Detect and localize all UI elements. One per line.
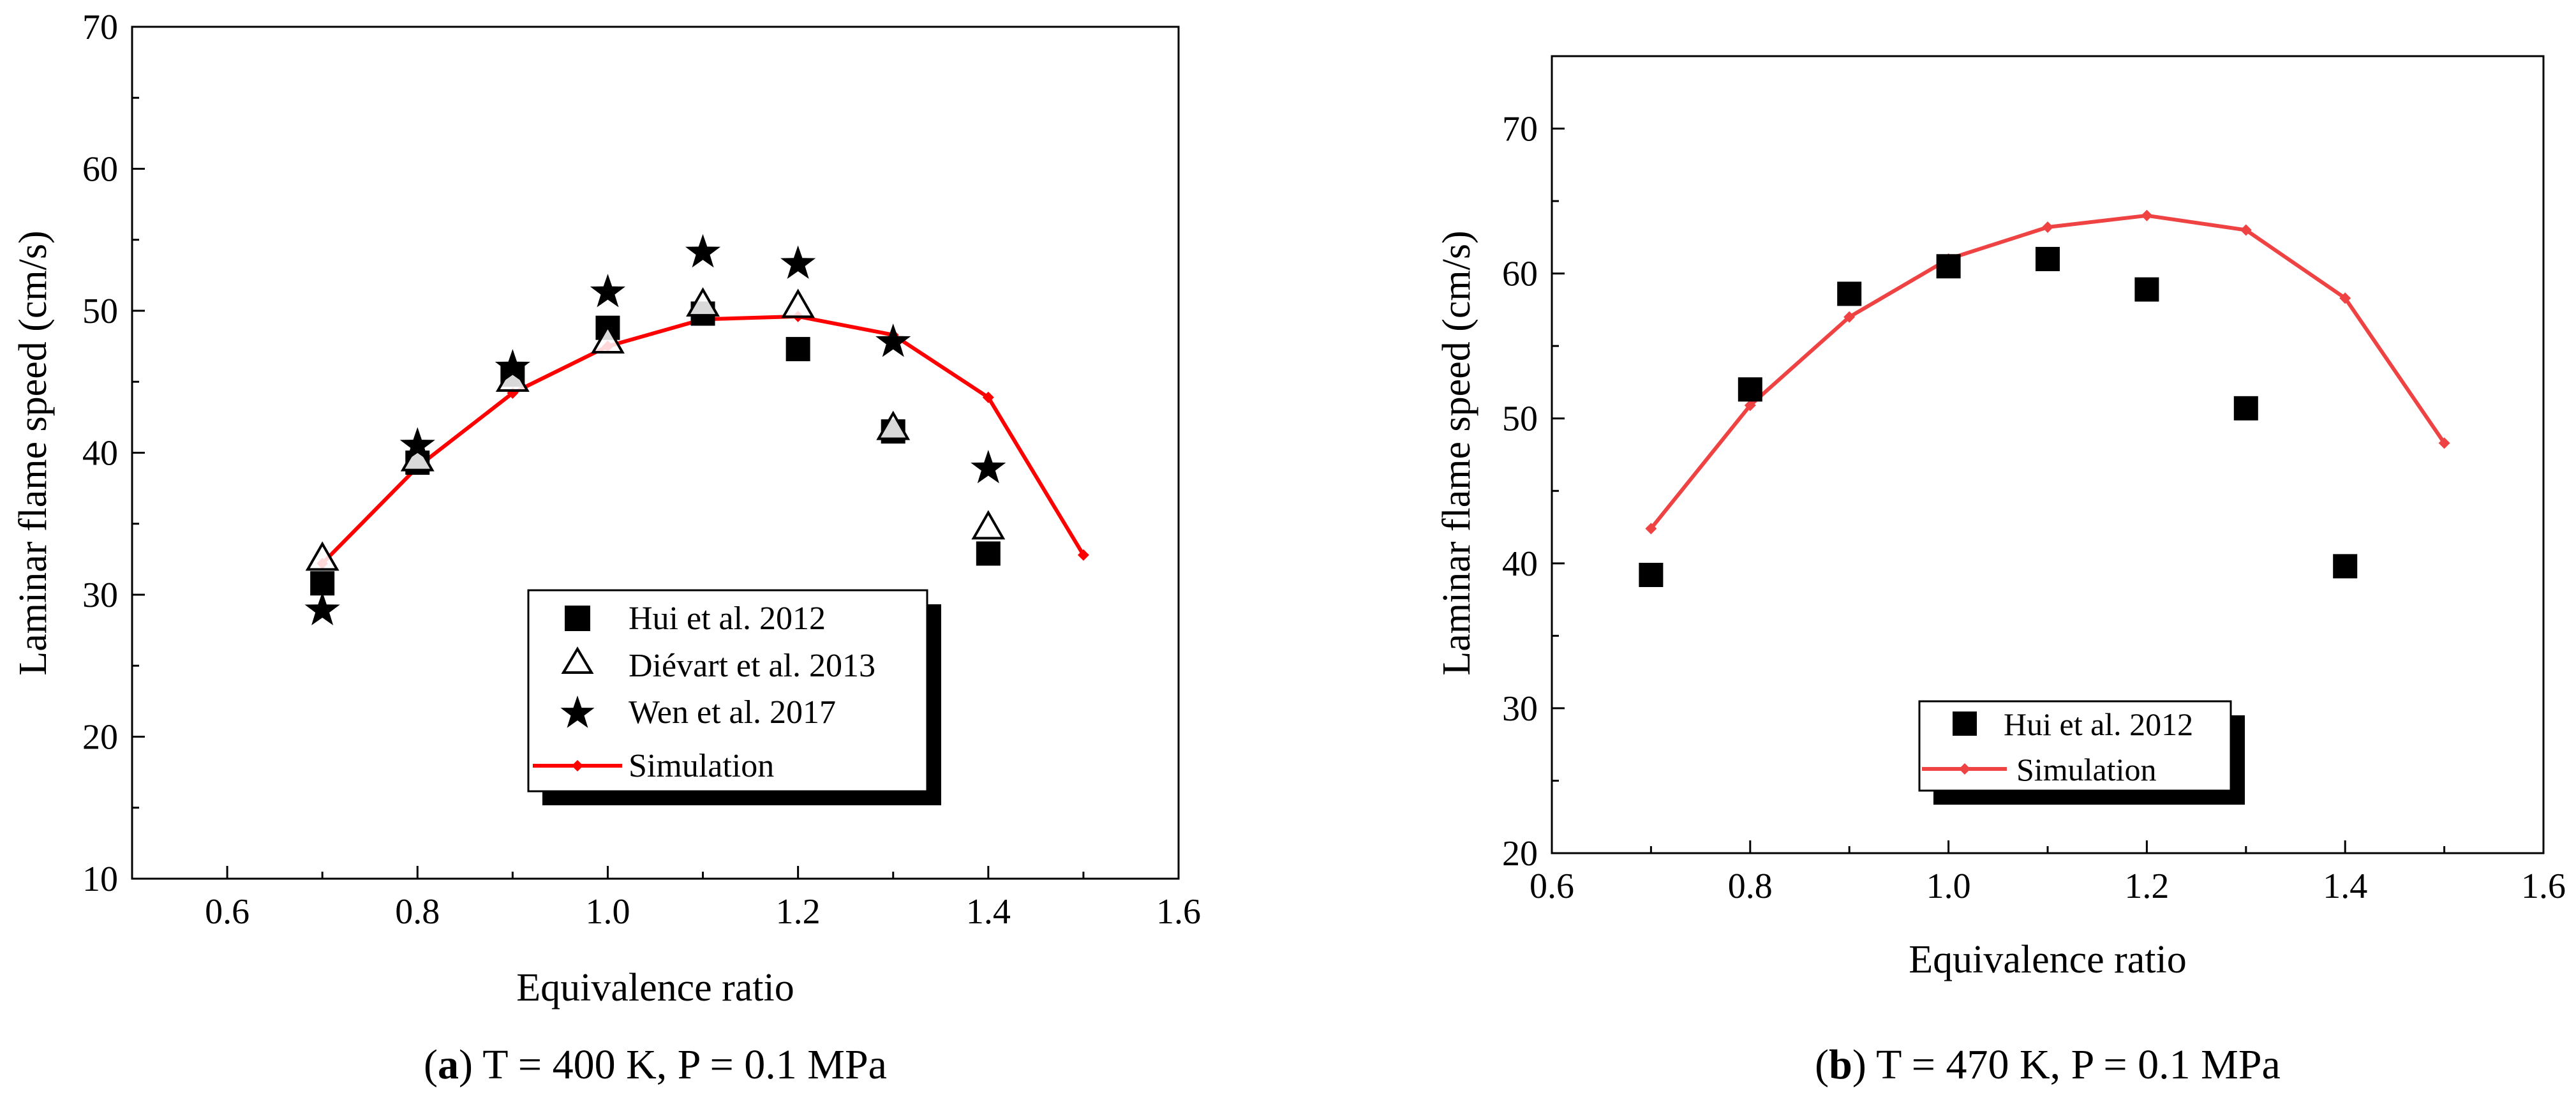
caption-a-label: a [438, 1041, 459, 1088]
x-tick-label: 0.8 [1728, 867, 1773, 906]
x-tick-label: 1.0 [585, 892, 630, 932]
legend-marker-star [560, 696, 595, 728]
chart-panel-b: 0.6 0.8 1.0 1.2 1.4 1.6 20 30 40 50 60 70 Equivale… [1435, 55, 2566, 1088]
x-tick-label: 1.4 [966, 892, 1011, 932]
point-hui [785, 337, 810, 362]
point-wen [399, 427, 435, 461]
point-hui [2134, 277, 2159, 302]
legend-marker-diamond-b [1959, 763, 1970, 775]
legend-label-simulation-a: Simulation [629, 748, 774, 784]
caption-a-text: T = 400 K, P = 0.1 MPa [482, 1041, 887, 1088]
point-hui [1837, 281, 1862, 306]
legend-a: Hui et al. 2012 Diévart et al. 2013 Wen … [527, 589, 941, 805]
point-dievart [590, 324, 625, 354]
legend-b: Hui et al. 2012 Simulation [1918, 700, 2245, 805]
y-axis-label-a: Laminar flame speed (cm/s) [11, 230, 55, 675]
chart-panel-a: 0.6 0.8 1.0 1.2 1.4 1.6 10 20 30 40 50 60 70 Equiva… [11, 8, 1201, 1088]
point-dievart [971, 510, 1006, 540]
y-tick-label: 10 [82, 860, 118, 899]
y-tick-label: 40 [82, 434, 118, 473]
y-tick-label: 60 [1502, 255, 1538, 294]
series-line-simulation [321, 314, 1085, 565]
point-dievart [876, 410, 911, 440]
point-wen [304, 592, 340, 625]
y-tick-labels-b: 20 30 40 50 60 70 [1502, 110, 1538, 874]
point-hui [976, 541, 1001, 566]
x-tick-label: 0.6 [205, 892, 249, 932]
point-hui [1639, 562, 1664, 587]
point-hui [2333, 554, 2358, 579]
point-hui [1936, 254, 1961, 279]
point-wen [685, 234, 721, 268]
point-hui [1738, 377, 1762, 402]
x-tick-label: 0.6 [1530, 867, 1574, 906]
point-simulation [2438, 437, 2450, 449]
x-tick-label: 1.6 [2521, 867, 2566, 906]
point-simulation [982, 391, 994, 403]
point-simulation [1843, 311, 1856, 323]
x-tick-label: 1.6 [1156, 892, 1201, 932]
point-simulation [2339, 292, 2351, 304]
axis-ticks-a [132, 26, 1180, 880]
point-wen [590, 274, 625, 308]
point-dievart [686, 287, 720, 317]
point-wen [875, 324, 911, 357]
point-simulation [2240, 224, 2252, 236]
legend-label-hui-b: Hui et al. 2012 [2004, 706, 2193, 742]
caption-b: (b) T = 470 K, P = 0.1 MPa [1815, 1041, 2281, 1088]
y-tick-labels-a: 10 20 30 40 50 60 70 [82, 8, 118, 899]
point-simulation [2042, 221, 2053, 233]
caption-a: (a) T = 400 K, P = 0.1 MPa [424, 1041, 887, 1088]
caption-b-label: b [1829, 1041, 1852, 1088]
x-tick-label: 1.2 [2124, 867, 2169, 906]
point-wen [780, 245, 816, 279]
point-hui [2036, 246, 2060, 271]
point-wen [495, 349, 530, 383]
y-tick-label: 20 [1502, 834, 1538, 874]
point-simulation [1077, 549, 1089, 561]
x-axis-label-a: Equivalence ratio [516, 966, 794, 1009]
x-tick-labels-b: 0.6 0.8 1.0 1.2 1.4 1.6 [1530, 867, 2566, 906]
legend-marker-diamond-a [572, 760, 583, 771]
x-tick-label: 1.2 [776, 892, 821, 932]
legend-marker-square [565, 606, 590, 631]
caption-b-text: T = 470 K, P = 0.1 MPa [1876, 1041, 2281, 1088]
y-tick-label: 70 [82, 8, 118, 47]
legend-marker-triangle [561, 646, 594, 674]
y-tick-label: 50 [82, 292, 118, 331]
y-tick-label: 30 [82, 576, 118, 615]
point-simulation [1645, 523, 1657, 535]
y-tick-label: 40 [1502, 544, 1538, 584]
point-dievart [305, 541, 339, 571]
point-simulation [1744, 399, 1756, 412]
y-tick-label: 20 [82, 718, 118, 757]
legend-label-dievart: Diévart et al. 2013 [629, 648, 875, 684]
point-dievart [781, 288, 815, 318]
y-tick-label: 30 [1502, 689, 1538, 729]
y-tick-label: 70 [1502, 110, 1538, 149]
x-tick-label: 1.0 [1926, 867, 1971, 906]
y-axis-label-b: Laminar flame speed (cm/s) [1435, 230, 1478, 675]
legend-marker-square-b [1953, 711, 1977, 736]
axis-ticks-b [1551, 55, 2545, 854]
x-axis-label-b: Equivalence ratio [1909, 938, 2187, 981]
legend-label-hui: Hui et al. 2012 [629, 600, 826, 637]
x-tick-labels-a: 0.6 0.8 1.0 1.2 1.4 1.6 [205, 892, 1201, 932]
point-wen [971, 450, 1006, 484]
legend-box-a [527, 589, 928, 793]
point-simulation [2141, 209, 2153, 221]
x-tick-label: 1.4 [2323, 867, 2367, 906]
series-layer-a [304, 234, 1089, 625]
series-layer-b [1639, 209, 2450, 587]
y-tick-label: 60 [82, 150, 118, 190]
legend-label-simulation-b: Simulation [2016, 752, 2156, 787]
point-hui [310, 571, 335, 596]
legend-label-wen: Wen et al. 2017 [629, 694, 836, 731]
y-tick-label: 50 [1502, 399, 1538, 439]
x-tick-label: 0.8 [395, 892, 440, 932]
point-hui [2233, 396, 2258, 421]
